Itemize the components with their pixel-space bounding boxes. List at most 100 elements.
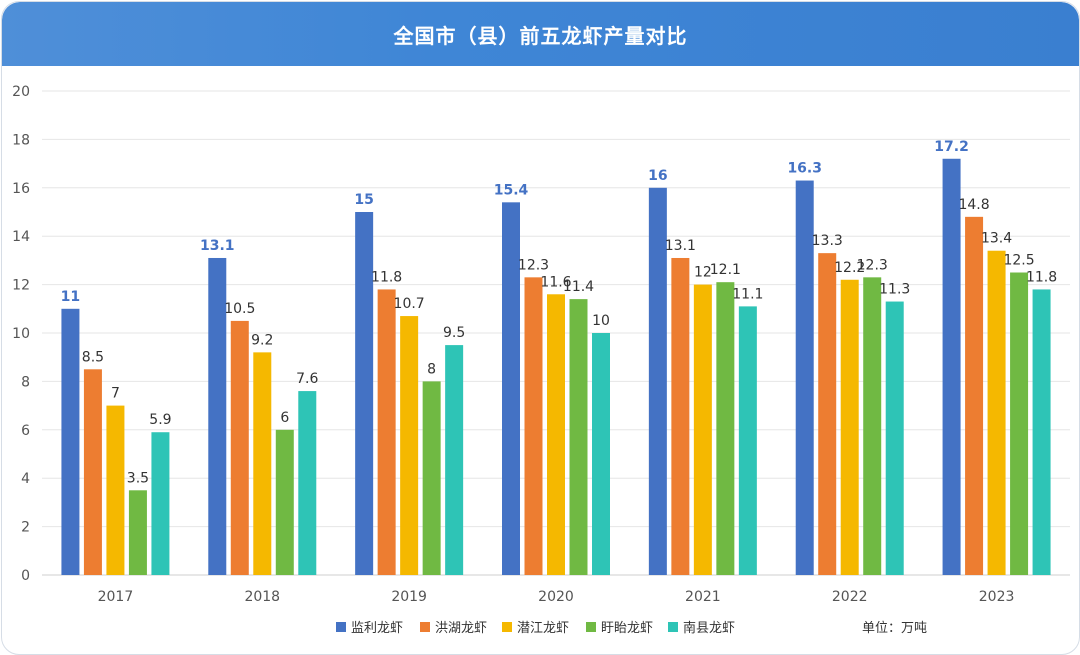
legend-swatch — [336, 622, 346, 632]
bar-5 — [298, 391, 317, 575]
bar-2 — [965, 216, 984, 575]
bar-5 — [592, 333, 610, 575]
data-label: 12.1 — [710, 262, 741, 278]
legend-label: 南县龙虾 — [683, 620, 735, 636]
bar-1 — [648, 187, 667, 576]
bar-1 — [208, 257, 227, 575]
data-label: 16 — [648, 168, 667, 184]
chart-title: 全国市（县）前五龙虾产量对比 — [393, 23, 688, 48]
legend-label: 洪湖龙虾 — [435, 621, 487, 636]
data-label: 11.6 — [540, 274, 571, 290]
y-tick-label: 4 — [21, 471, 30, 487]
bar-3 — [987, 250, 1006, 575]
bar-1 — [795, 180, 814, 576]
data-label: 3.5 — [127, 470, 149, 486]
legend-label: 盱眙龙虾 — [601, 621, 653, 636]
data-label: 10 — [592, 313, 610, 329]
x-tick-label: 2022 — [832, 589, 868, 605]
bar-1 — [502, 202, 520, 575]
bar-4 — [275, 429, 294, 575]
y-tick-label: 2 — [21, 520, 30, 536]
bar-4 — [422, 381, 441, 575]
bar-2 — [818, 253, 837, 575]
data-label: 11 — [61, 289, 80, 305]
bar-4 — [863, 277, 882, 575]
bar-1 — [942, 158, 961, 575]
bar-2 — [671, 257, 690, 575]
data-label: 12.3 — [518, 257, 549, 273]
data-label: 16.3 — [787, 161, 822, 177]
data-label: 12.3 — [857, 257, 888, 273]
y-tick-label: 18 — [12, 132, 30, 148]
data-label: 14.8 — [958, 197, 989, 213]
legend-label: 监利龙虾 — [351, 621, 403, 636]
data-label: 11.8 — [1026, 269, 1057, 285]
bar-5 — [151, 432, 170, 575]
bar-1 — [355, 212, 374, 575]
legend-swatch — [586, 622, 596, 632]
data-label: 13.1 — [665, 238, 696, 254]
bar-5 — [1032, 289, 1051, 575]
data-label: 6 — [280, 410, 289, 426]
bar-4 — [1010, 272, 1029, 575]
data-label: 13.4 — [981, 231, 1012, 247]
x-tick-label: 2023 — [979, 589, 1015, 605]
y-tick-label: 0 — [21, 568, 30, 584]
y-tick-label: 10 — [12, 326, 30, 342]
legend-label: 潜江龙虾 — [517, 621, 569, 636]
bar-3 — [547, 294, 565, 575]
bar-5 — [885, 301, 904, 575]
data-label: 5.9 — [149, 412, 171, 428]
legend-swatch — [668, 622, 678, 632]
bar-2 — [83, 369, 102, 575]
data-label: 15.4 — [494, 182, 529, 198]
bar-4 — [569, 299, 588, 575]
y-tick-label: 20 — [12, 84, 30, 100]
bar-4 — [716, 282, 735, 575]
data-label: 11.3 — [879, 282, 910, 298]
y-tick-label: 8 — [21, 374, 30, 390]
bar-2 — [230, 320, 249, 575]
bar-1 — [61, 308, 80, 575]
bar-3 — [400, 316, 419, 575]
bar-3 — [693, 284, 712, 575]
bar-3 — [840, 279, 859, 575]
data-label: 12 — [694, 265, 712, 281]
data-label: 9.5 — [443, 325, 465, 341]
x-tick-label: 2021 — [685, 589, 721, 605]
x-tick-label: 2020 — [538, 589, 574, 605]
x-tick-label: 2018 — [244, 589, 280, 605]
data-label: 11.8 — [371, 269, 402, 285]
y-tick-label: 14 — [12, 229, 30, 245]
data-label: 12.2 — [834, 260, 865, 276]
bar-4 — [128, 490, 147, 575]
data-label: 8.5 — [82, 349, 104, 365]
y-tick-label: 12 — [12, 278, 30, 294]
y-tick-label: 6 — [21, 423, 30, 439]
bar-5 — [738, 306, 757, 575]
data-label: 11.1 — [732, 286, 763, 302]
bar-2 — [377, 289, 396, 575]
data-label: 7.6 — [296, 371, 318, 387]
bar-2 — [524, 277, 543, 575]
x-tick-label: 2019 — [391, 589, 427, 605]
data-label: 11.4 — [563, 279, 594, 295]
data-label: 7 — [111, 386, 120, 402]
legend-swatch — [420, 622, 430, 632]
chart-header: 全国市（县）前五龙虾产量对比 — [2, 2, 1079, 66]
bar-5 — [445, 345, 464, 575]
data-label: 8 — [427, 361, 436, 377]
unit-label: 单位：万吨 — [862, 621, 927, 636]
data-label: 10.7 — [394, 296, 425, 312]
data-label: 13.1 — [200, 238, 235, 254]
legend-swatch — [502, 622, 512, 632]
data-label: 17.2 — [934, 139, 969, 155]
y-tick-label: 16 — [12, 181, 30, 197]
data-label: 9.2 — [251, 332, 273, 348]
data-label: 15 — [354, 192, 373, 208]
bar-3 — [253, 352, 272, 575]
bar-3 — [106, 405, 125, 575]
data-label: 13.3 — [812, 233, 843, 249]
